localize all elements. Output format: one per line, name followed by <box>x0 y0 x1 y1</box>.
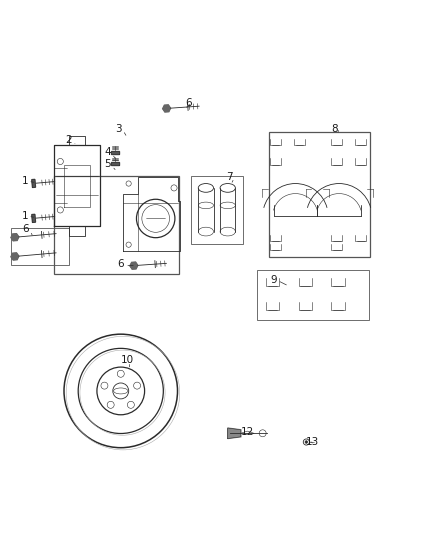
Polygon shape <box>11 253 19 260</box>
Polygon shape <box>32 214 35 222</box>
Bar <box>54 176 179 274</box>
Text: 3: 3 <box>115 124 122 134</box>
Polygon shape <box>11 233 19 241</box>
Text: 2: 2 <box>65 135 72 145</box>
Text: 9: 9 <box>270 274 277 285</box>
Bar <box>257 270 368 320</box>
Text: 8: 8 <box>332 124 338 134</box>
Bar <box>191 176 243 244</box>
Text: 6: 6 <box>185 98 192 108</box>
Circle shape <box>305 441 307 443</box>
Text: 4: 4 <box>104 147 111 157</box>
Bar <box>269 132 370 257</box>
Text: 1: 1 <box>21 176 28 187</box>
Polygon shape <box>130 262 138 269</box>
Bar <box>11 228 70 265</box>
Polygon shape <box>111 162 119 165</box>
Text: 6: 6 <box>22 224 29 235</box>
Polygon shape <box>111 151 119 154</box>
Polygon shape <box>228 428 241 439</box>
Text: 10: 10 <box>121 356 134 365</box>
Text: 7: 7 <box>226 172 233 182</box>
Text: 1: 1 <box>21 211 28 221</box>
Text: 12: 12 <box>241 427 254 438</box>
Text: 6: 6 <box>117 260 124 269</box>
Polygon shape <box>32 180 35 188</box>
Text: 5: 5 <box>104 159 111 169</box>
Text: 13: 13 <box>306 437 319 447</box>
Polygon shape <box>162 105 170 112</box>
